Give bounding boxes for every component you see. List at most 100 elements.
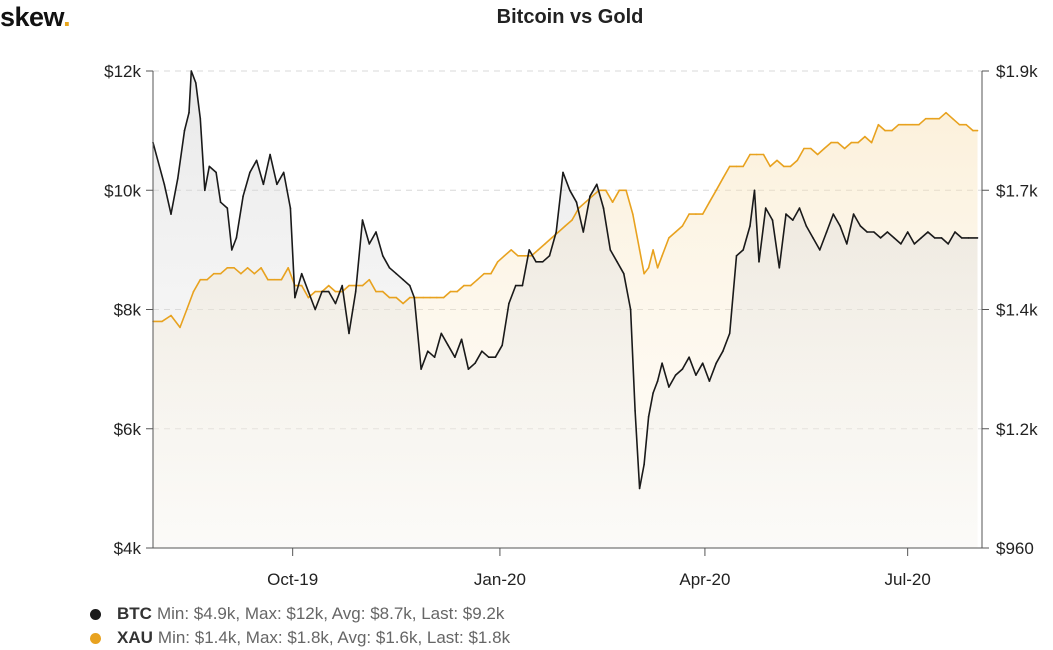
- btc-point: [447, 344, 449, 347]
- xau-point: [388, 296, 391, 299]
- btc-point: [609, 249, 612, 251]
- btc-point: [195, 82, 197, 84]
- xau-point: [769, 165, 771, 168]
- x-axis-label: Jan-20: [474, 570, 526, 589]
- xau-point: [226, 267, 229, 269]
- btc-point: [812, 237, 814, 239]
- xau-point: [837, 141, 839, 144]
- xau-point: [213, 272, 215, 275]
- xau-point: [314, 290, 317, 293]
- btc-point: [638, 487, 641, 490]
- xau-point: [625, 189, 627, 192]
- btc-point: [375, 231, 377, 233]
- series-areas: [153, 71, 978, 548]
- xau-point: [476, 278, 479, 281]
- btc-point: [623, 272, 625, 275]
- btc-point: [785, 213, 787, 215]
- left-axis-label: $10k: [104, 181, 141, 200]
- btc-point: [402, 278, 404, 281]
- btc-point: [976, 237, 979, 239]
- btc-point: [262, 183, 265, 186]
- xau-point: [348, 284, 350, 287]
- xau-point: [490, 272, 492, 275]
- btc-point: [629, 308, 632, 311]
- xau-point: [884, 129, 886, 132]
- btc-point: [548, 255, 551, 257]
- left-axis-label: $6k: [114, 420, 142, 439]
- left-axis-label: $8k: [114, 301, 142, 320]
- xau-point: [503, 255, 506, 257]
- btc-point: [582, 231, 585, 233]
- btc-point: [900, 243, 902, 245]
- btc-point: [602, 207, 605, 209]
- xau-point: [843, 147, 846, 150]
- series-lines: [152, 70, 979, 490]
- xau-point: [638, 249, 641, 251]
- legend-item-xau[interactable]: XAU Min: $1.4k, Max: $1.8k, Avg: $1.6k, …: [90, 628, 510, 648]
- btc-point: [695, 374, 697, 376]
- xau-point: [496, 261, 499, 263]
- btc-point: [163, 183, 166, 186]
- right-axis-label: $1.9k: [996, 62, 1038, 81]
- left-axis-label: $12k: [104, 62, 141, 81]
- xau-point: [246, 267, 249, 269]
- xau-bullet-icon: [90, 632, 101, 644]
- xau-point: [368, 278, 371, 281]
- btc-point: [656, 380, 659, 382]
- xau-point: [395, 296, 398, 299]
- xau-point: [796, 159, 799, 162]
- xau-point: [938, 117, 940, 120]
- btc-point: [300, 272, 303, 275]
- xau-point: [708, 201, 711, 203]
- xau-point: [260, 267, 262, 269]
- btc-point: [819, 249, 821, 251]
- xau-point: [647, 267, 650, 269]
- btc-point: [535, 261, 537, 263]
- xau-point: [911, 123, 913, 126]
- legend-xau-name: XAU: [117, 628, 153, 647]
- right-axis-label: $960: [996, 539, 1034, 558]
- btc-point: [314, 308, 317, 311]
- btc-point: [307, 290, 310, 293]
- xau-point: [891, 129, 893, 132]
- xau-point: [803, 147, 805, 150]
- btc-point: [906, 231, 909, 233]
- xau-point: [273, 278, 276, 281]
- btc-point: [289, 207, 292, 209]
- btc-point: [541, 261, 544, 263]
- xau-point: [449, 290, 452, 293]
- legend-xau-stats: Min: $1.4k, Max: $1.8k, Avg: $1.6k, Last…: [157, 628, 511, 647]
- xau-point: [618, 189, 621, 192]
- xau-point: [334, 290, 337, 293]
- xau-point: [456, 290, 458, 293]
- btc-point: [758, 261, 760, 263]
- btc-point: [722, 350, 724, 353]
- btc-point: [276, 183, 278, 186]
- btc-point: [321, 290, 323, 293]
- xau-point: [652, 249, 654, 251]
- legend-item-btc[interactable]: BTC Min: $4.9k, Max: $12k, Avg: $8.7k, L…: [90, 604, 504, 624]
- x-axis-label: Apr-20: [679, 570, 730, 589]
- btc-point: [569, 189, 571, 192]
- legend-btc-name: BTC: [117, 604, 152, 623]
- btc-area: [153, 71, 978, 548]
- xau-point: [402, 302, 404, 305]
- btc-point: [460, 338, 463, 341]
- btc-point: [382, 255, 384, 257]
- btc-point: [481, 350, 483, 353]
- btc-point: [420, 368, 422, 370]
- btc-point: [170, 213, 172, 215]
- xau-point: [436, 296, 438, 299]
- xau-point: [976, 129, 979, 132]
- btc-point: [927, 231, 929, 233]
- btc-point: [839, 225, 841, 227]
- xau-point: [550, 237, 553, 239]
- xau-point: [557, 231, 560, 233]
- xau-point: [735, 165, 738, 168]
- btc-point: [873, 231, 875, 233]
- xau-point: [544, 243, 546, 245]
- xau-point: [517, 255, 519, 257]
- xau-point: [951, 117, 954, 120]
- left-axis-labels: $4k $6k $8k $10k $12k: [104, 62, 141, 558]
- btc-point: [681, 368, 684, 370]
